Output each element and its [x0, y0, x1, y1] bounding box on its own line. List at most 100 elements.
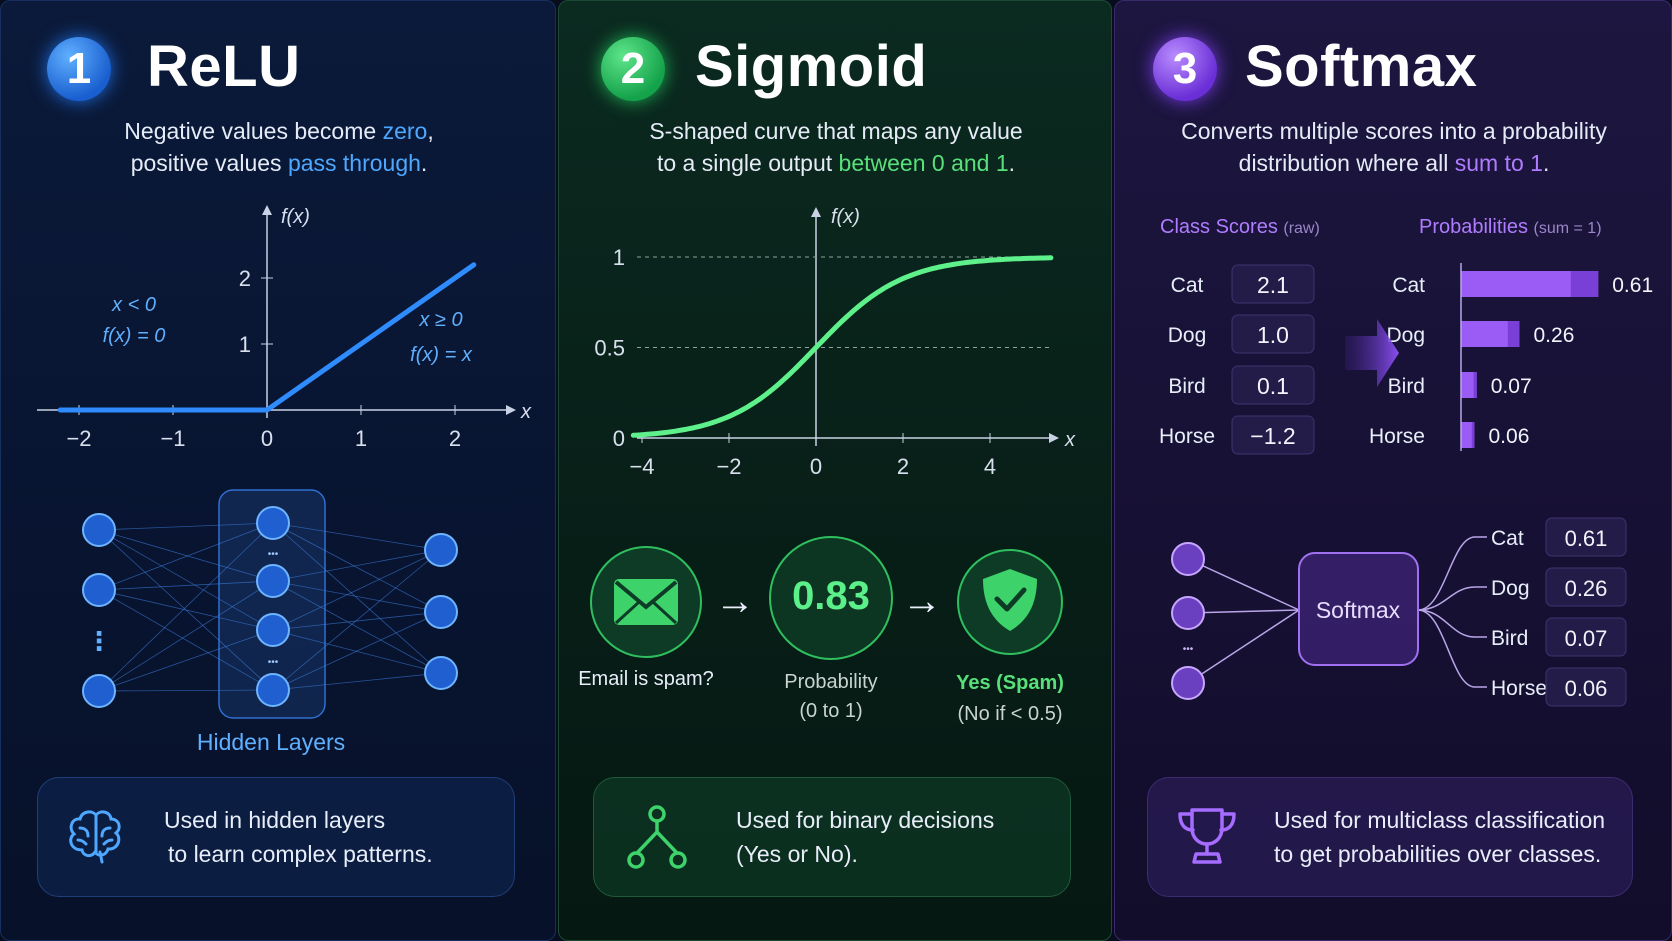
y-axis-arrow: [262, 205, 272, 215]
score-value: −1.2: [1250, 423, 1295, 449]
x-tick-label: −4: [629, 454, 654, 479]
network-edge: [272, 580, 442, 613]
softmax-out-edge: [1417, 586, 1487, 611]
softmax-footer-line1: Used for multiclass classification: [1274, 807, 1606, 833]
output-label: Yes (Spam) (No if < 0.5): [956, 672, 1064, 725]
network-node: [256, 613, 290, 647]
network-edge: [98, 522, 274, 531]
network-edge: [272, 522, 442, 551]
y-axis-label: f(x): [281, 206, 310, 228]
softmax-edge: [1187, 558, 1300, 611]
softmax-number-badge: 3: [1153, 37, 1217, 101]
output-class-label: Bird: [1491, 627, 1528, 650]
x-tick-label: 0: [810, 454, 822, 479]
network-node: [424, 656, 458, 690]
flow-arrow-1: →: [715, 579, 755, 623]
output-prob-box: [1545, 517, 1627, 557]
y-tick-label: 0.5: [594, 336, 625, 361]
prob-value-label: 0.26: [1534, 324, 1575, 347]
softmax-panel: 3 Softmax Converts multiple scores into …: [1114, 0, 1672, 941]
prob-value-label: 0.07: [1491, 375, 1532, 398]
relu-graphics: −2 −1 0 1 2 1 2 x f(x) x < 0 f(x) = 0 x ≥ 0 f(x) = x…: [37, 205, 532, 719]
x-axis-label: x: [520, 401, 532, 423]
relu-title: ReLU: [147, 34, 301, 99]
output-prob-box: [1545, 617, 1627, 657]
prob-value-label: 0.61: [1612, 274, 1653, 297]
x-tick-label: 4: [984, 454, 996, 479]
envelope-icon: [614, 579, 678, 625]
transform-arrow-icon: [1345, 319, 1399, 387]
softmax-input-dots: •••: [1183, 644, 1194, 655]
prob-class-label: Dog: [1386, 324, 1425, 347]
relu-line: [57, 262, 477, 413]
network-edge: [98, 522, 274, 692]
network-edge: [272, 522, 442, 674]
softmax-number: 3: [1172, 44, 1198, 93]
softmax-node-box: [1298, 552, 1419, 666]
network-edge: [272, 629, 442, 674]
score-value: 2.1: [1257, 272, 1289, 298]
output-class-label: Horse: [1491, 677, 1547, 700]
annotation-positive-value: f(x) = x: [410, 344, 473, 366]
network-edge: [98, 529, 274, 582]
prob-bar: [1461, 372, 1477, 398]
softmax-node-label: Softmax: [1316, 597, 1401, 623]
flow-arrow-2: →: [902, 579, 942, 623]
output-prob-value: 0.26: [1565, 576, 1608, 601]
prob-value-label: 0.06: [1489, 425, 1530, 448]
output-prob-box: [1545, 567, 1627, 607]
x-tick-label: 2: [449, 426, 461, 451]
relu-network-label: Hidden Layers: [196, 729, 346, 755]
decision-tree-icon: [627, 805, 687, 869]
network-node: [256, 506, 290, 540]
probabilities-header: Probabilities (sum = 1): [1419, 216, 1602, 238]
score-class-label: Cat: [1171, 274, 1204, 297]
probability-value: 0.83: [792, 574, 870, 618]
network-node: [82, 674, 116, 708]
sigmoid-footer-line2: (Yes or No).: [736, 841, 858, 867]
network-node: [256, 564, 290, 598]
prob-bar: [1461, 422, 1475, 448]
score-class-label: Dog: [1168, 324, 1207, 347]
input-ellipsis: ⋮: [86, 626, 112, 656]
relu-network: ⋮ ••• •••: [82, 489, 458, 719]
x-tick-label: −2: [716, 454, 741, 479]
sigmoid-footer-line1: Used for binary decisions: [736, 807, 995, 833]
network-edge: [98, 589, 274, 631]
prob-bar-shade: [1507, 321, 1520, 347]
output-class-label: Dog: [1491, 577, 1530, 600]
probability-circle: [769, 536, 893, 660]
brain-icon: [69, 810, 121, 864]
network-edge: [98, 580, 274, 591]
softmax-graphics: Cat 2.1 Dog 1.0 Bird 0.1 Horse −1.2 Cat 0.61 Dog 0…: [1159, 263, 1653, 707]
output-class-label: Cat: [1491, 527, 1524, 550]
sigmoid-flow: [590, 536, 1063, 660]
network-edge: [272, 522, 442, 613]
sigmoid-footer: Used for binary decisions (Yes or No).: [593, 777, 1071, 897]
softmax-input-node: [1171, 666, 1205, 700]
y-tick-label: 2: [239, 266, 251, 291]
network-edge: [272, 672, 442, 691]
network-node: [82, 573, 116, 607]
score-box: [1231, 415, 1315, 455]
annotation-negative-value: f(x) = 0: [103, 325, 166, 347]
score-box: [1231, 365, 1315, 405]
network-node: [424, 595, 458, 629]
output-prob-box: [1545, 667, 1627, 707]
x-axis-label: x: [1064, 429, 1076, 451]
network-edge: [98, 589, 274, 691]
relu-footer-line2: to learn complex patterns.: [168, 841, 433, 867]
softmax-input-node: [1171, 596, 1205, 630]
shield-check-icon: [983, 569, 1037, 631]
network-edge: [272, 580, 442, 674]
sigmoid-curve: [630, 255, 1054, 438]
input-label: Email is spam?: [578, 668, 714, 690]
softmax-footer: Used for multiclass classification to ge…: [1147, 777, 1633, 897]
x-tick-label: 1: [355, 426, 367, 451]
x-tick-label: −1: [160, 426, 185, 451]
x-axis-arrow: [506, 405, 516, 415]
score-value: 1.0: [1257, 322, 1289, 348]
prob-bar-shade: [1471, 422, 1475, 448]
network-edge: [98, 580, 274, 692]
network-edge: [272, 549, 442, 582]
